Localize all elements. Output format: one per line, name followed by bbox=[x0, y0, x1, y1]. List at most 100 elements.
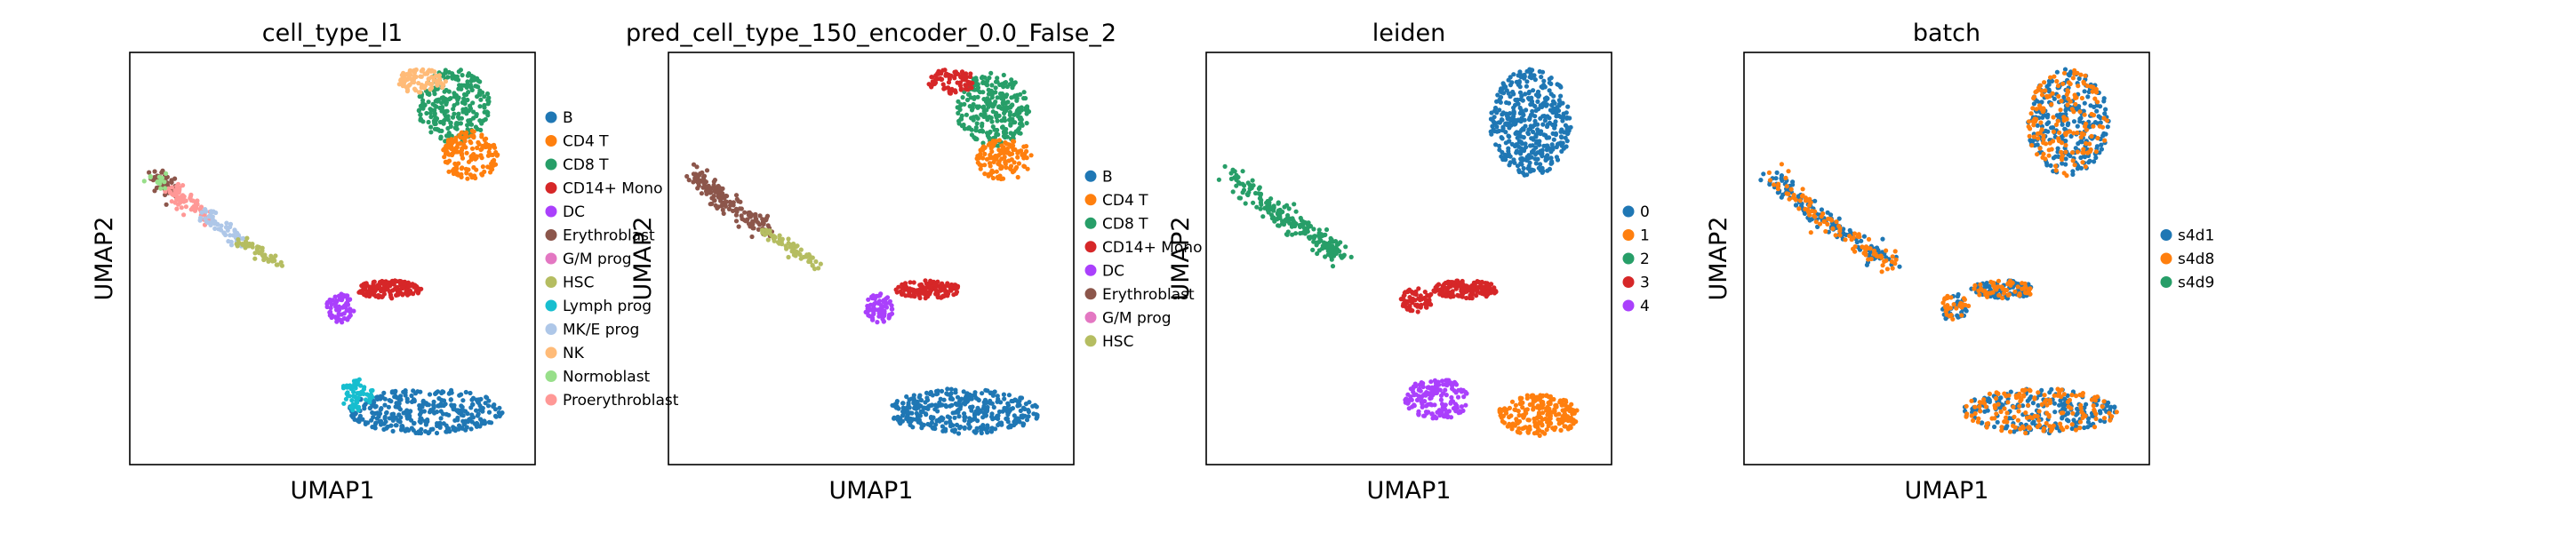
scatter-point bbox=[1525, 130, 1531, 136]
scatter-point bbox=[1567, 425, 1572, 430]
scatter-point bbox=[1551, 93, 1556, 99]
scatter-point bbox=[1779, 173, 1784, 179]
scatter-point bbox=[737, 206, 743, 211]
scatter-point bbox=[2068, 153, 2073, 158]
scatter-point bbox=[976, 104, 982, 109]
scatter-point bbox=[1004, 146, 1010, 152]
scatter-point bbox=[1500, 112, 1505, 117]
scatter-point bbox=[2013, 393, 2019, 399]
scatter-point bbox=[1024, 111, 1029, 116]
scatter-point bbox=[712, 178, 718, 183]
legend-label: HSC bbox=[1102, 333, 1133, 351]
scatter-point bbox=[810, 255, 815, 260]
scatter-point bbox=[456, 86, 461, 91]
scatter-point bbox=[2070, 158, 2076, 163]
scatter-point bbox=[2055, 393, 2060, 398]
scatter-point bbox=[402, 80, 407, 85]
scatter-point bbox=[960, 77, 965, 83]
scatter-point bbox=[1524, 145, 1529, 150]
scatter-point bbox=[1011, 82, 1016, 88]
scatter-point bbox=[986, 115, 991, 121]
scatter-point bbox=[481, 118, 486, 123]
scatter-point bbox=[1009, 398, 1014, 404]
scatter-point bbox=[324, 304, 330, 310]
scatter-point bbox=[969, 396, 974, 402]
legend-label: Lymph prog bbox=[563, 298, 652, 315]
scatter-point bbox=[967, 74, 973, 79]
scatter-point bbox=[877, 308, 883, 314]
scatter-point bbox=[1563, 414, 1568, 419]
scatter-point bbox=[343, 396, 348, 402]
scatter-point bbox=[1526, 116, 1532, 123]
scatter-point bbox=[1534, 397, 1540, 402]
scatter-point bbox=[1499, 117, 1504, 123]
scatter-point bbox=[1538, 103, 1543, 108]
scatter-point bbox=[1984, 425, 1989, 430]
scatter-point bbox=[1324, 227, 1330, 233]
legend-marker bbox=[545, 346, 557, 359]
scatter-point bbox=[1002, 396, 1007, 402]
scatter-point bbox=[373, 394, 380, 400]
scatter-point bbox=[1449, 394, 1454, 401]
scatter-point bbox=[1524, 79, 1530, 84]
scatter-point bbox=[1271, 203, 1276, 209]
scatter-point bbox=[2081, 79, 2086, 84]
scatter-point bbox=[353, 410, 358, 416]
scatter-point bbox=[345, 317, 350, 322]
scatter-point bbox=[1502, 406, 1508, 411]
scatter-point bbox=[358, 383, 364, 388]
scatter-point bbox=[1434, 390, 1439, 395]
scatter-point bbox=[972, 95, 977, 100]
scatter-point bbox=[1999, 425, 2004, 430]
scatter-point bbox=[404, 396, 410, 402]
scatter-point bbox=[461, 96, 467, 101]
scatter-point bbox=[1418, 293, 1423, 298]
scatter-point bbox=[1021, 151, 1028, 156]
scatter-point bbox=[1015, 416, 1020, 421]
scatter-point bbox=[368, 388, 374, 394]
scatter-point bbox=[780, 236, 785, 242]
scatter-point bbox=[930, 83, 935, 88]
scatter-point bbox=[1531, 129, 1536, 135]
scatter-point bbox=[1265, 198, 1270, 203]
scatter-point bbox=[152, 175, 157, 180]
scatter-point bbox=[1007, 112, 1012, 118]
scatter-point bbox=[426, 119, 431, 125]
scatter-point bbox=[1540, 166, 1545, 171]
scatter-point bbox=[1035, 412, 1040, 418]
scatter-point bbox=[1216, 177, 1221, 182]
scatter-point bbox=[2087, 141, 2092, 147]
scatter-point bbox=[432, 107, 437, 113]
scatter-point bbox=[977, 162, 982, 167]
scatter-point bbox=[2092, 398, 2098, 403]
scatter-point bbox=[1565, 131, 1571, 136]
scatter-point bbox=[1411, 384, 1416, 389]
scatter-point bbox=[1516, 168, 1522, 173]
scatter-point bbox=[1989, 416, 1995, 421]
panel-title: cell_type_l1 bbox=[262, 20, 403, 47]
scatter-point bbox=[908, 280, 913, 285]
scatter-point bbox=[350, 414, 356, 420]
scatter-point bbox=[915, 412, 920, 418]
scatter-point bbox=[1259, 197, 1264, 203]
scatter-point bbox=[733, 212, 740, 218]
scatter-point bbox=[1418, 388, 1423, 394]
scatter-point bbox=[2092, 96, 2098, 101]
scatter-point bbox=[1464, 295, 1469, 301]
scatter-point bbox=[1020, 405, 1027, 410]
scatter-point bbox=[726, 206, 732, 211]
scatter-point bbox=[944, 71, 949, 76]
scatter-point bbox=[1428, 379, 1434, 385]
scatter-point bbox=[995, 127, 1000, 133]
scatter-point bbox=[1551, 137, 1556, 142]
scatter-point bbox=[236, 233, 241, 238]
scatter-point bbox=[384, 410, 389, 415]
scatter-point bbox=[998, 151, 1004, 156]
scatter-point bbox=[699, 191, 705, 196]
scatter-point bbox=[2077, 419, 2084, 425]
scatter-point bbox=[895, 414, 900, 419]
scatter-point bbox=[2025, 398, 2030, 403]
scatter-point bbox=[1492, 105, 1499, 111]
scatter-point bbox=[963, 396, 968, 402]
